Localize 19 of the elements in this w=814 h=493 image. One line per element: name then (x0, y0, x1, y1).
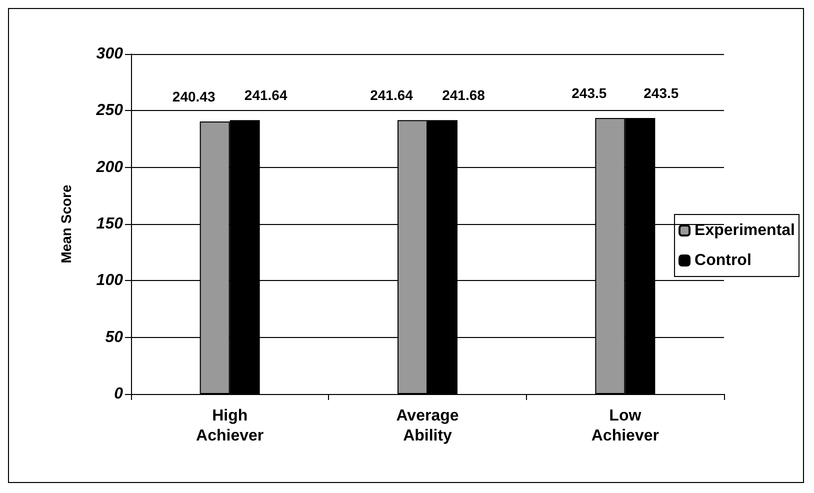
data-label: 241.64 (370, 87, 414, 104)
y-tick-label: 300 (96, 46, 124, 62)
legend-label: Experimental (694, 222, 795, 239)
data-label: 241.64 (244, 87, 288, 104)
y-tick-label: 50 (105, 328, 124, 346)
data-label: 241.68 (442, 87, 486, 104)
y-tick-label: 0 (114, 386, 124, 402)
data-label: 243.5 (644, 85, 679, 102)
data-label: 243.5 (572, 85, 607, 102)
y-tick-label: 250 (95, 102, 124, 120)
x-tick-label: Average Ability (396, 408, 459, 444)
data-label: 240.43 (172, 88, 216, 105)
legend-label: Control (694, 252, 752, 269)
y-tick-label: 100 (96, 272, 124, 290)
y-tick-label: 200 (95, 158, 124, 176)
y-axis-title: Mean Score (58, 184, 74, 264)
y-tick-label: 150 (96, 216, 124, 232)
x-tick-label: High Achiever (196, 408, 264, 444)
x-tick-label: Low Achiever (591, 408, 659, 444)
